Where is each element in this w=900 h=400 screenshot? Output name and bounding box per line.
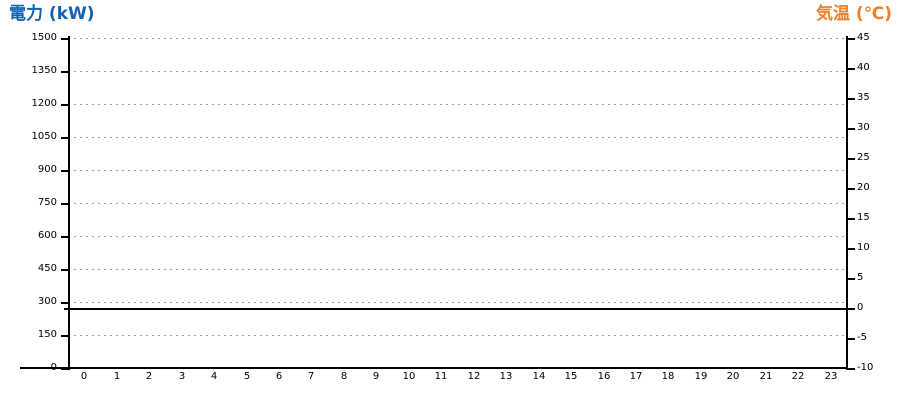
x-axis-tick-label: 9 <box>372 371 380 382</box>
right-axis-tick-label: 25 <box>857 152 870 163</box>
x-axis-tick-label: 0 <box>80 371 88 382</box>
x-axis-tick-label: 11 <box>434 371 448 382</box>
left-axis-tick-label: 600 <box>37 230 57 241</box>
gridlines <box>64 38 851 368</box>
x-axis-tick-label: 12 <box>467 371 481 382</box>
right-axis-tick-label: 30 <box>857 122 870 133</box>
x-axis-tick-label: 6 <box>275 371 283 382</box>
x-axis-tick-label: 10 <box>402 371 416 382</box>
left-axis-tick <box>61 38 68 40</box>
x-axis-tick-label: 2 <box>145 371 153 382</box>
gridline <box>68 104 847 105</box>
gridline <box>68 170 847 171</box>
x-axis-tick-label: 21 <box>759 371 773 382</box>
gridline <box>68 38 847 39</box>
left-axis-tick-label: 1500 <box>31 32 57 43</box>
gridline <box>68 269 847 270</box>
left-axis-tick-label: 1350 <box>31 65 57 76</box>
left-axis-tick <box>61 71 68 73</box>
right-axis-title: 気温 (℃) <box>815 4 892 24</box>
left-axis-tick <box>61 104 68 106</box>
left-axis-spine <box>68 36 70 370</box>
gridline <box>68 236 847 237</box>
left-axis-tick-label: 750 <box>37 197 57 208</box>
right-axis-tick <box>848 38 855 40</box>
right-axis-tick <box>848 68 855 70</box>
left-axis-tick <box>61 137 68 139</box>
gridline <box>68 203 847 204</box>
left-axis-tick-label: 1050 <box>31 131 57 142</box>
left-axis-tick-label: 450 <box>37 263 57 274</box>
x-axis-tick-label: 19 <box>694 371 708 382</box>
right-axis-tick-label: 0 <box>857 302 864 313</box>
right-axis-tick-label: -10 <box>857 362 874 373</box>
gridline <box>68 137 847 138</box>
plot-area <box>64 38 851 368</box>
gridline <box>68 302 847 303</box>
right-axis-tick-label: 15 <box>857 212 870 223</box>
gridline <box>68 71 847 72</box>
left-axis-tick-label: 0 <box>50 362 57 373</box>
left-axis-tick <box>61 236 68 238</box>
left-axis-tick-label: 150 <box>37 329 57 340</box>
left-axis-tick-label: 1200 <box>31 98 57 109</box>
right-axis-tick <box>848 248 855 250</box>
right-axis-tick <box>848 158 855 160</box>
right-axis-tick <box>848 278 855 280</box>
right-axis-spine <box>846 36 848 370</box>
x-axis-tick-label: 23 <box>824 371 838 382</box>
right-axis-tick <box>848 188 855 190</box>
left-axis-tick <box>61 302 68 304</box>
x-axis-tick-label: 17 <box>629 371 643 382</box>
right-axis-tick <box>848 218 855 220</box>
right-axis-tick <box>848 368 855 370</box>
right-axis-tick-label: 20 <box>857 182 870 193</box>
right-axis-tick-label: 40 <box>857 62 870 73</box>
x-axis-tick-label: 8 <box>340 371 348 382</box>
right-axis-tick <box>848 128 855 130</box>
left-axis-tick <box>61 335 68 337</box>
right-axis-tick-label: 10 <box>857 242 870 253</box>
left-axis-title: 電力 (kW) <box>9 4 95 24</box>
x-axis-tick-label: 16 <box>597 371 611 382</box>
bottom-axis-spine <box>20 367 848 369</box>
x-axis-tick-label: 7 <box>307 371 315 382</box>
left-axis-tick-label: 300 <box>37 296 57 307</box>
left-axis-tick-label: 900 <box>37 164 57 175</box>
x-axis-tick-label: 22 <box>791 371 805 382</box>
x-axis-tick-label: 4 <box>210 371 218 382</box>
x-axis-tick-label: 18 <box>661 371 675 382</box>
left-axis-tick <box>61 203 68 205</box>
x-axis-tick-label: 14 <box>532 371 546 382</box>
x-axis-tick-label: 15 <box>564 371 578 382</box>
gridline <box>68 335 847 336</box>
left-axis-tick <box>61 170 68 172</box>
left-axis-tick <box>61 269 68 271</box>
x-axis-tick-label: 1 <box>113 371 121 382</box>
right-axis-tick-label: 35 <box>857 92 870 103</box>
right-axis-tick <box>848 338 855 340</box>
right-axis-tick-label: -5 <box>857 332 867 343</box>
right-axis-tick-label: 45 <box>857 32 870 43</box>
zero-reference-line <box>64 308 851 310</box>
right-axis-tick-label: 5 <box>857 272 864 283</box>
left-axis-tick <box>61 368 68 370</box>
x-axis-tick-label: 3 <box>178 371 186 382</box>
x-axis-tick-label: 5 <box>243 371 251 382</box>
right-axis-tick <box>848 98 855 100</box>
x-axis-tick-label: 20 <box>726 371 740 382</box>
x-axis-tick-label: 13 <box>499 371 513 382</box>
right-axis-tick <box>848 308 855 310</box>
